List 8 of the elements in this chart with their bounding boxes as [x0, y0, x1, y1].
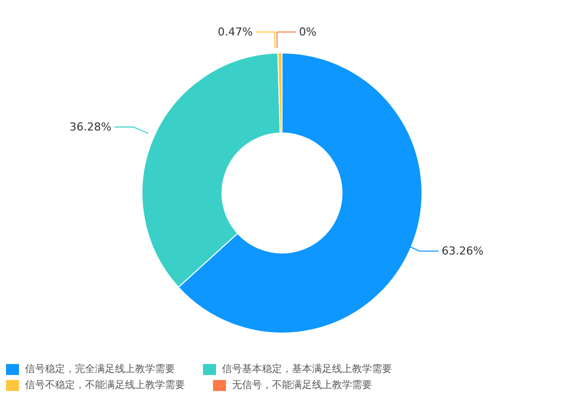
text: 0% — [299, 26, 316, 38]
legend-label: 信号不稳定，不能满足线上教学需要 — [25, 378, 185, 392]
data-label: 0.47% — [218, 26, 253, 39]
legend-label: 无信号，不能满足线上教学需要 — [232, 378, 372, 392]
data-label: 36.28% — [69, 120, 112, 134]
data-label: 63.26% — [442, 244, 484, 258]
legend-label: 信号基本稳定，基本满足线上教学需要 — [222, 362, 392, 376]
legend-label: 信号稳定，完全满足线上教学需要 — [25, 362, 175, 376]
